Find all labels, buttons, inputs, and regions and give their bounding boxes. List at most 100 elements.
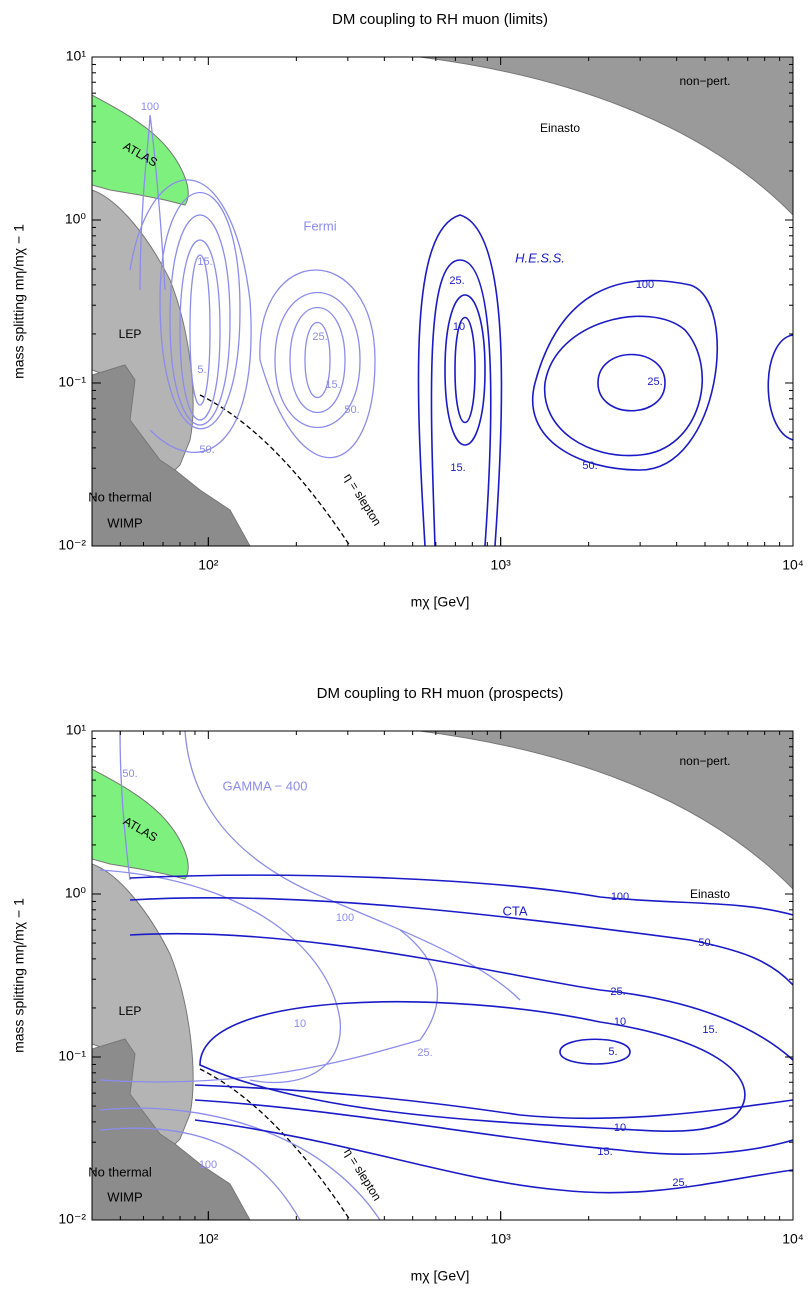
contour-line [99, 929, 439, 1083]
chart-title: DM coupling to RH muon (prospects) [317, 685, 564, 702]
contour-line [259, 269, 376, 459]
contour-line [189, 254, 211, 406]
contour-line [417, 214, 503, 546]
annotation: 25. [647, 376, 662, 388]
annotation: CTA [502, 903, 527, 918]
annotation: 50. [199, 444, 214, 456]
plot-frame [91, 730, 794, 1221]
annotation: WIMP [107, 1189, 142, 1204]
y-tick-label: 10¹ [66, 48, 87, 64]
y-tick-label: 10⁻¹ [58, 374, 86, 390]
annotation: 100 [199, 1159, 217, 1171]
y-tick-label: 10⁻¹ [58, 1048, 86, 1064]
annotation: LEP [119, 1004, 142, 1018]
contour-line [194, 1084, 793, 1120]
y-tick-label: 10⁰ [65, 211, 87, 227]
annotation: 15. [197, 256, 212, 268]
excluded-region [419, 57, 793, 216]
y-axis-label: mass splitting mη/mχ − 1 [11, 224, 27, 379]
x-axis-label: mχ [GeV] [411, 594, 470, 610]
annotation: 100 [336, 912, 354, 924]
regions [92, 57, 793, 546]
contour-line [454, 317, 476, 423]
annotation: 15. [702, 1024, 717, 1036]
excluded-region [92, 94, 189, 206]
annotation: 5. [608, 1046, 617, 1058]
x-tick-label: 10³ [491, 557, 512, 573]
annotation: GAMMA − 400 [223, 778, 308, 793]
contour-line [179, 239, 221, 421]
plot-frame [91, 56, 794, 547]
y-tick-label: 10⁰ [65, 885, 87, 901]
contour-line [597, 353, 666, 412]
regions [92, 731, 793, 1220]
excluded-region [92, 768, 189, 880]
contour-line [543, 315, 703, 457]
contour-line [289, 306, 346, 414]
annotation: 50. [698, 937, 713, 949]
excluded-region [92, 189, 194, 476]
contour-line [430, 259, 492, 546]
x-tick-label: 10⁴ [782, 1231, 804, 1247]
annotation: 25. [449, 275, 464, 287]
plot-area [92, 731, 793, 1220]
annotation: 10 [614, 1122, 626, 1134]
annotation: 25. [610, 986, 625, 998]
annotation: H.E.S.S. [515, 250, 565, 265]
annotation: η = slepton [341, 471, 384, 528]
contour-line [532, 279, 718, 471]
contour-line [129, 874, 793, 916]
y-axis-label: mass splitting mη/mχ − 1 [11, 898, 27, 1053]
contour-line [274, 292, 361, 428]
x-tick-label: 10² [198, 1231, 219, 1247]
contour-line [559, 1038, 631, 1065]
excluded-region [92, 863, 194, 1150]
contour-line [767, 334, 793, 441]
x-tick-label: 10² [198, 557, 219, 573]
annotation: 10 [453, 321, 465, 333]
chart-title: DM coupling to RH muon (limits) [332, 11, 548, 28]
contour-line [184, 731, 521, 1001]
contour-line [99, 1127, 301, 1220]
annotation: 15. [597, 1146, 612, 1158]
annotation: 5. [197, 364, 206, 376]
contour-line [194, 1119, 793, 1194]
annotation: WIMP [107, 515, 142, 530]
annotation: Einasto [690, 887, 730, 901]
annotation: 50. [582, 460, 597, 472]
contour-line [199, 1000, 746, 1132]
contour-line [129, 179, 252, 453]
annotation: 50. [122, 768, 137, 780]
contours [99, 731, 793, 1220]
y-tick-label: 10⁻² [58, 537, 86, 553]
annotation: 100 [636, 279, 654, 291]
annotation: 15. [450, 462, 465, 474]
x-axis-label: mχ [GeV] [411, 1268, 470, 1284]
contour-line [99, 1107, 381, 1220]
annotation: 15. [325, 379, 340, 391]
y-tick-label: 10⁻² [58, 1211, 86, 1227]
x-tick-label: 10³ [491, 1231, 512, 1247]
excluded-region [419, 731, 793, 890]
annotation: 50. [344, 404, 359, 416]
contour-line [194, 1099, 793, 1155]
contour-line [139, 114, 166, 291]
contour-line [444, 294, 486, 446]
annotation: Einasto [540, 121, 580, 135]
contours [129, 114, 793, 546]
contour-line [159, 191, 241, 430]
annotation: 25. [312, 331, 327, 343]
annotation: No thermal [88, 1164, 152, 1179]
annotation: 25. [417, 1047, 432, 1059]
excluded-region [92, 1038, 251, 1220]
annotation: 25. [672, 1177, 687, 1189]
x-tick-label: 10⁴ [782, 557, 804, 573]
contour-line [119, 731, 131, 881]
annotation: non−pert. [679, 754, 730, 768]
annotation: 10 [294, 1018, 306, 1030]
contour-line [169, 214, 231, 426]
annotation: 10 [614, 1016, 626, 1028]
contour-line [129, 896, 793, 986]
